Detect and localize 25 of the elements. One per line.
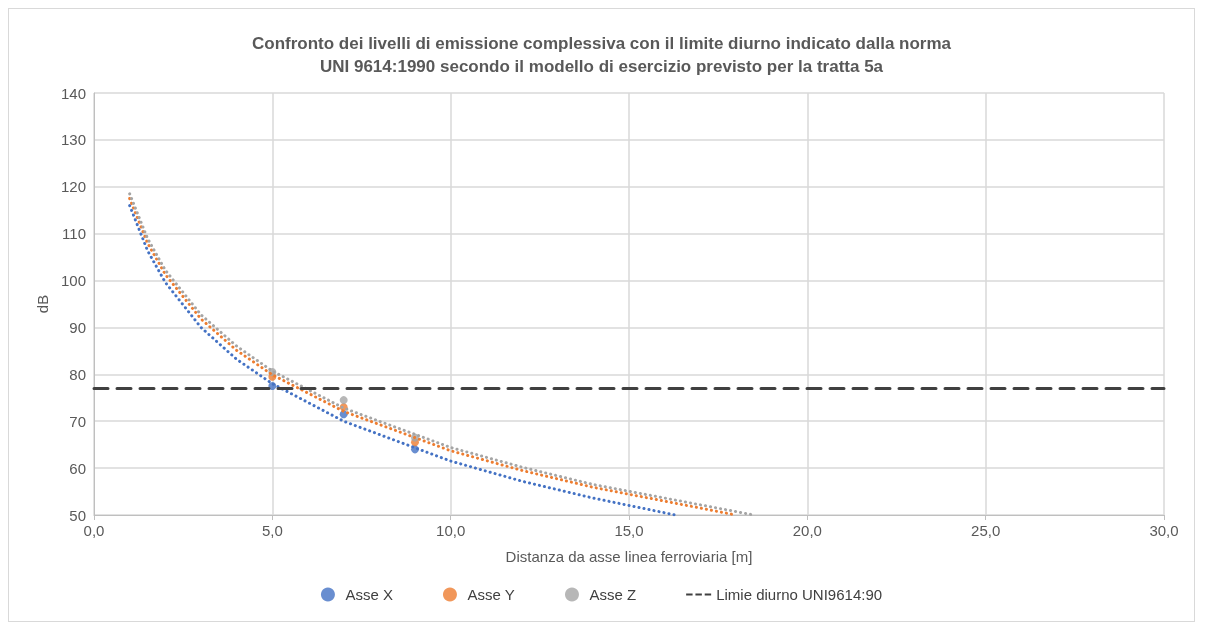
x-tick-label: 15,0 (614, 522, 644, 539)
y-tick-label: 120 (60, 178, 86, 196)
y-tick-label: 140 (60, 84, 86, 102)
chart-title: Confronto dei livelli di emissione complessiva con il limite diurno indicato dalla norma UNI 9614:1990 secondo il modello di esercizio previsto per la tratta 5a (251, 34, 952, 76)
y-tick-label: 110 (62, 225, 86, 243)
legend-label: Asse Z (589, 586, 637, 603)
x-tick-label: 25,0 (971, 522, 1001, 539)
x-tick-label: 0,0 (83, 522, 105, 539)
legend-label: Asse X (345, 586, 393, 603)
x-tick-label: 10,0 (436, 522, 466, 539)
y-tick-label: 90 (69, 318, 86, 336)
point (339, 396, 348, 405)
y-tick-label: 130 (60, 131, 86, 149)
x-tick-label: 30,0 (1149, 522, 1179, 539)
x-tick-label: 5,0 (261, 522, 283, 539)
legend-label: Limie diurno UNI9614:90 (716, 586, 883, 603)
y-tick-label: 100 (60, 272, 86, 290)
legend-label: Asse Y (467, 586, 515, 603)
y-axis-title: dB (34, 294, 51, 314)
x-tick-label: 20,0 (792, 522, 822, 539)
y-tick-label: 50 (69, 506, 86, 524)
y-tick-label: 70 (69, 412, 86, 430)
x-axis-title: Distanza da asse linea ferroviaria [m] (505, 548, 753, 565)
y-tick-label: 80 (69, 365, 86, 383)
y-tick-label: 60 (69, 459, 86, 477)
